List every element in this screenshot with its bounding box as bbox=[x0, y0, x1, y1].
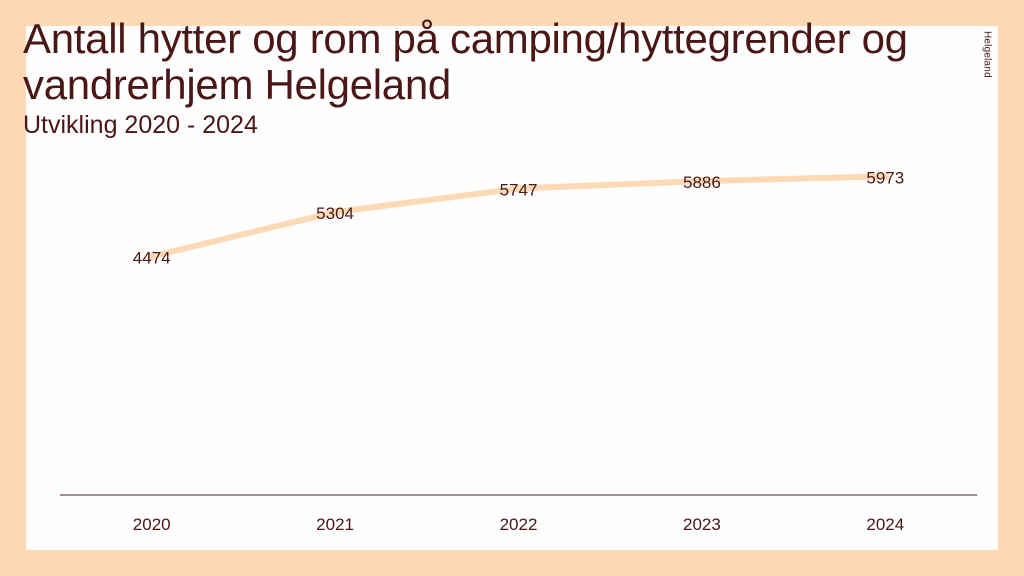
data-point-2024 bbox=[881, 172, 890, 181]
data-label-2021: 5304 bbox=[316, 204, 354, 223]
x-tick-label-2021: 2021 bbox=[316, 515, 354, 534]
data-point-2020 bbox=[147, 252, 156, 261]
data-point-2021 bbox=[331, 208, 340, 217]
data-label-2023: 5886 bbox=[683, 173, 721, 192]
chart-title: Antall hytter og rom på camping/hyttegre… bbox=[23, 15, 908, 108]
x-tick-label-2020: 2020 bbox=[133, 515, 171, 534]
slide-panel bbox=[26, 26, 998, 550]
data-point-2022 bbox=[514, 184, 523, 193]
data-label-2024: 5973 bbox=[866, 168, 904, 187]
data-label-2022: 5747 bbox=[500, 180, 538, 199]
chart-subtitle: Utvikling 2020 - 2024 bbox=[23, 111, 258, 139]
x-tick-label-2022: 2022 bbox=[500, 515, 538, 534]
x-tick-label-2024: 2024 bbox=[866, 515, 904, 534]
data-label-2020: 4474 bbox=[133, 248, 171, 267]
data-point-2023 bbox=[697, 177, 706, 186]
x-tick-label-2023: 2023 bbox=[683, 515, 721, 534]
logo-text: Helgeland bbox=[981, 30, 993, 78]
helgeland-logo: Helgeland bbox=[976, 28, 998, 80]
